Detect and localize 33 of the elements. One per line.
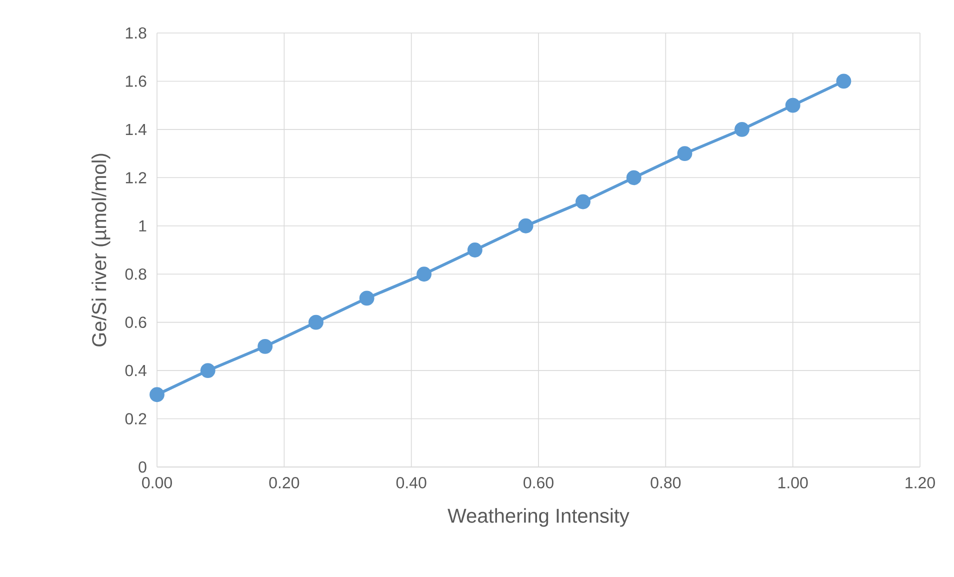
point (836, 74, 852, 89)
point (576, 194, 590, 210)
y-tick-label: 0.4 (125, 364, 146, 376)
y-tick-label: 0.2 (125, 413, 146, 424)
x-tick-label: 0.60 (524, 477, 554, 488)
point (308, 314, 324, 330)
x-axis-title: Weathering Intensity (448, 508, 630, 527)
point (359, 290, 374, 306)
y-tick-label: 1.4 (126, 124, 146, 135)
x-tick-label: 1.00 (778, 477, 808, 488)
x-tick-label: 0.80 (650, 477, 681, 488)
point (626, 170, 642, 186)
y-tick-label: 0 (138, 461, 146, 473)
x-tick-label: 0.20 (269, 477, 300, 488)
x-tick-label: 0.00 (142, 477, 172, 488)
point (785, 98, 800, 113)
x-tick-label: 1.20 (906, 477, 935, 488)
point (677, 146, 692, 162)
y-tick-label: 1 (139, 220, 146, 232)
point (518, 218, 534, 234)
y-tick-label: 1.8 (126, 27, 146, 39)
y-tick-label: 0.6 (125, 316, 146, 328)
y-tick-label: 1.6 (126, 76, 146, 87)
point (416, 266, 432, 282)
y-axis-title: Ge/Si river (µmol/mol) (92, 154, 110, 346)
point (467, 242, 482, 258)
point (258, 338, 273, 354)
y-tick-label: 0.8 (125, 268, 146, 280)
point (200, 363, 216, 378)
y-tick-label: 1.2 (126, 172, 146, 184)
x-tick-label: 0.40 (396, 477, 426, 488)
point (150, 387, 164, 402)
point (734, 122, 750, 137)
